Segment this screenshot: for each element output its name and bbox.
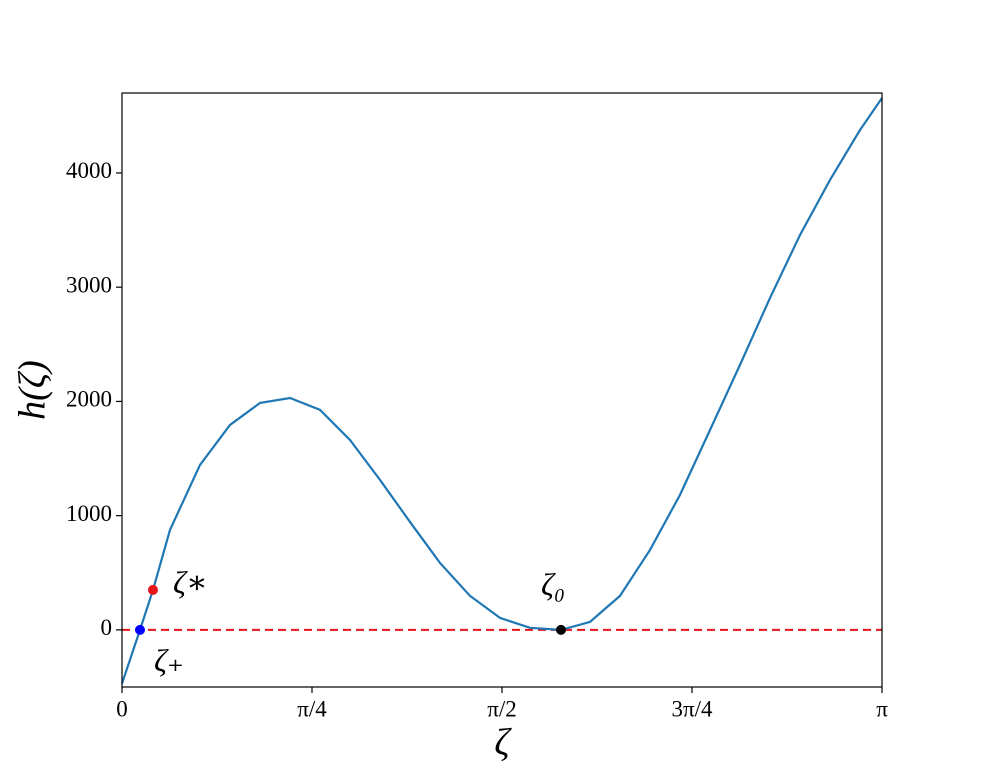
x-tick-label: π/2 (487, 696, 517, 721)
x-tick-label: 0 (116, 696, 128, 721)
x-tick-label: π/4 (297, 696, 327, 721)
x-tick-label: π (876, 696, 888, 721)
point-label: ζ₀ (541, 566, 565, 602)
y-tick-label: 2000 (66, 387, 112, 412)
y-tick-label: 3000 (66, 272, 112, 297)
point (147, 584, 158, 595)
y-tick-label: 4000 (66, 158, 112, 183)
point (134, 624, 145, 635)
point (556, 624, 567, 635)
point-label: ζ∗ (173, 564, 208, 600)
x-tick-label: 3π/4 (671, 696, 713, 721)
y-tick-label: 1000 (66, 501, 112, 526)
plot-frame (121, 92, 883, 688)
line-series (120, 97, 883, 684)
y-axis-label: h(ζ) (12, 360, 54, 420)
y-tick-label: 0 (101, 615, 113, 640)
x-axis-label: ζ (494, 722, 512, 764)
point-label: ζ₊ (154, 642, 184, 678)
